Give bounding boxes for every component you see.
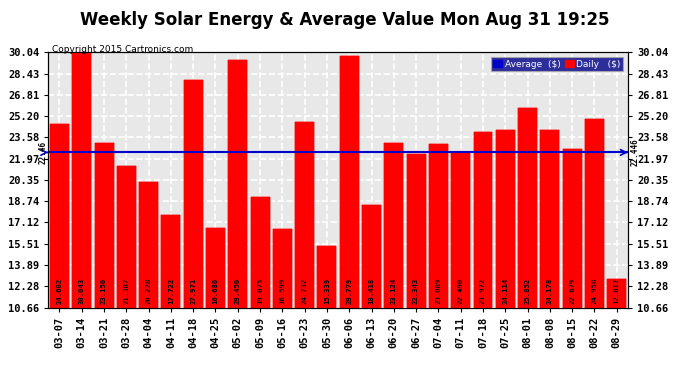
Text: 23.150: 23.150 <box>101 277 107 303</box>
Bar <box>518 108 537 307</box>
Text: 23.089: 23.089 <box>435 277 442 303</box>
Bar <box>451 152 470 308</box>
Bar <box>50 124 69 308</box>
Bar <box>496 130 515 308</box>
Text: 30.043: 30.043 <box>79 277 85 303</box>
Bar <box>161 214 180 308</box>
Bar <box>518 108 537 307</box>
Bar <box>585 119 604 308</box>
Bar <box>50 124 69 308</box>
Bar <box>206 228 225 308</box>
Text: 24.178: 24.178 <box>547 277 553 303</box>
Text: 27.971: 27.971 <box>190 277 196 303</box>
Bar <box>384 144 404 308</box>
Text: 20.228: 20.228 <box>146 277 152 303</box>
Bar <box>184 80 203 308</box>
Bar <box>273 230 292 308</box>
Bar <box>228 60 247 308</box>
Bar <box>585 119 604 308</box>
Text: 23.972: 23.972 <box>480 277 486 303</box>
Text: 17.722: 17.722 <box>168 277 174 303</box>
Bar <box>117 166 136 308</box>
Text: 22.446: 22.446 <box>631 138 640 166</box>
Bar <box>362 206 381 308</box>
Bar <box>317 246 337 308</box>
Bar <box>117 166 136 308</box>
Bar <box>563 149 582 308</box>
Bar <box>540 130 560 308</box>
Text: 22.46: 22.46 <box>39 141 48 164</box>
Bar <box>72 53 91 308</box>
Bar <box>607 279 627 308</box>
Bar <box>184 80 203 308</box>
Bar <box>273 230 292 308</box>
Text: 19.075: 19.075 <box>257 277 263 303</box>
Text: 15.339: 15.339 <box>324 277 330 303</box>
Bar <box>362 206 381 308</box>
Bar <box>206 228 225 308</box>
Bar <box>473 132 493 308</box>
Bar <box>607 279 627 308</box>
Bar <box>250 197 270 308</box>
Bar <box>473 132 493 308</box>
Bar <box>250 197 270 308</box>
Bar <box>95 143 114 308</box>
Bar <box>72 53 91 308</box>
Text: 24.114: 24.114 <box>502 277 509 303</box>
Text: 29.450: 29.450 <box>235 277 241 303</box>
Text: Weekly Solar Energy & Average Value Mon Aug 31 19:25: Weekly Solar Energy & Average Value Mon … <box>80 11 610 29</box>
Text: 23.124: 23.124 <box>391 277 397 303</box>
Bar <box>161 214 180 308</box>
Bar <box>496 130 515 308</box>
Text: 25.852: 25.852 <box>524 277 531 303</box>
Bar <box>429 144 448 308</box>
Bar <box>451 152 470 308</box>
Bar <box>540 130 560 308</box>
Bar <box>95 143 114 308</box>
Bar <box>295 122 314 308</box>
Text: 22.490: 22.490 <box>457 277 464 303</box>
Text: 21.387: 21.387 <box>124 277 129 303</box>
Bar <box>339 56 359 308</box>
Text: Copyright 2015 Cartronics.com: Copyright 2015 Cartronics.com <box>52 45 193 54</box>
Bar <box>139 182 158 308</box>
Text: 12.817: 12.817 <box>613 277 620 303</box>
Bar <box>339 56 359 308</box>
Text: 22.679: 22.679 <box>569 277 575 303</box>
Text: 16.680: 16.680 <box>213 277 219 303</box>
Legend: Average  ($), Daily   ($): Average ($), Daily ($) <box>491 57 623 71</box>
Text: 16.599: 16.599 <box>279 277 286 303</box>
Text: 29.779: 29.779 <box>346 277 353 303</box>
Bar <box>406 154 426 308</box>
Bar <box>406 154 426 308</box>
Bar <box>563 149 582 308</box>
Text: 24.602: 24.602 <box>57 277 63 303</box>
Bar <box>384 144 404 308</box>
Text: 24.732: 24.732 <box>302 277 308 303</box>
Bar <box>429 144 448 308</box>
Bar <box>317 246 337 308</box>
Text: 24.958: 24.958 <box>591 277 598 303</box>
Text: 18.418: 18.418 <box>368 277 375 303</box>
Bar <box>228 60 247 308</box>
Bar <box>295 122 314 308</box>
Text: 22.343: 22.343 <box>413 277 419 303</box>
Bar <box>139 182 158 308</box>
